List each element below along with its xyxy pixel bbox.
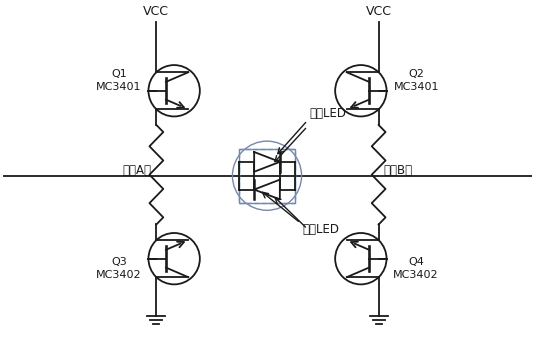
Text: VCC: VCC [143, 5, 170, 18]
Text: 红色LED: 红色LED [309, 107, 347, 120]
Text: 控制A路: 控制A路 [123, 164, 151, 177]
Text: VCC: VCC [365, 5, 392, 18]
Text: Q2
MC3401: Q2 MC3401 [393, 69, 439, 93]
Text: Q1
MC3401: Q1 MC3401 [96, 69, 142, 93]
Text: Q3
MC3402: Q3 MC3402 [96, 257, 142, 280]
Text: 绿色LED: 绿色LED [303, 222, 340, 236]
Bar [239, 149, 295, 203]
Text: 控制B路: 控制B路 [384, 164, 412, 177]
Text: Q4
MC3402: Q4 MC3402 [393, 257, 439, 280]
